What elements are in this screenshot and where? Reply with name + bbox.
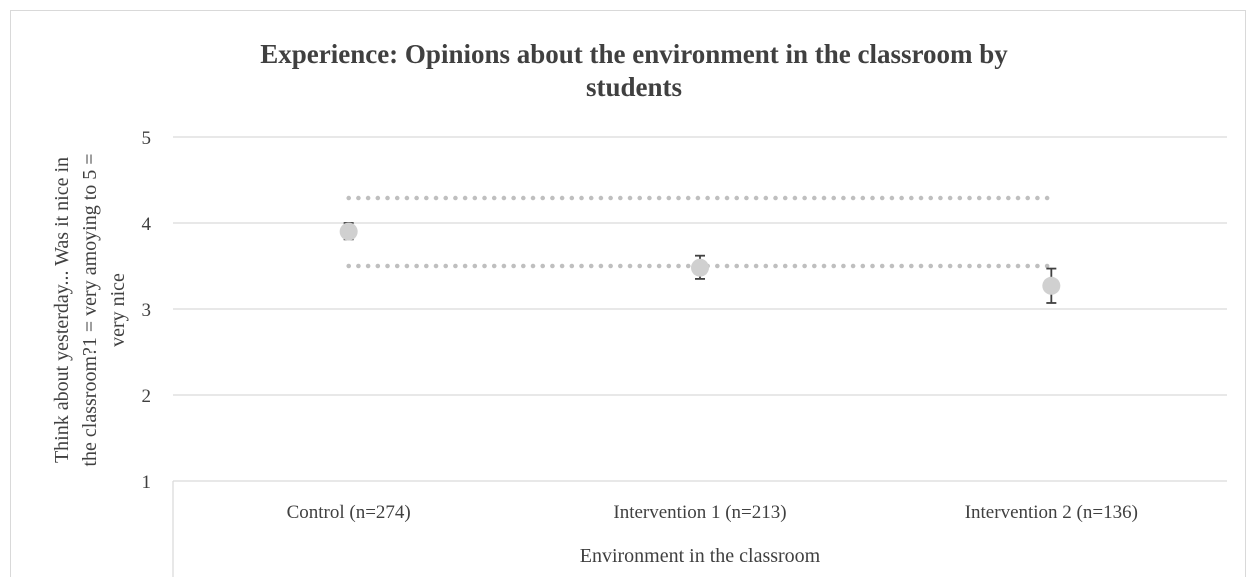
data-point-3 [1042,276,1061,295]
data-point-2 [691,258,709,277]
chart-title-line-2: students [586,72,682,102]
y-tick-label-1: 1 [142,472,152,493]
data-marks [339,222,1061,304]
y-tick-label-3: 3 [142,300,152,321]
x-tick-label-3: Intervention 2 (n=136) [965,502,1138,523]
y-tick-label-2: 2 [142,386,152,407]
y-tick-label-4: 4 [142,214,152,235]
chart-frame [10,10,1246,577]
x-axis-label: Environment in the classroom [580,545,821,567]
x-tick-labels: Control (n=274) Intervention 1 (n=213) Int… [287,502,1138,523]
y-tick-label-5: 5 [142,128,152,149]
y-axis-label-line-1: Think about yesterday... Was it nice in [51,157,73,463]
chart-title-line-1: Experience: Opinions about the environme… [260,39,1008,69]
x-tick-label-1: Control (n=274) [287,502,411,523]
y-axis-label-line-3: very nice [107,273,129,347]
y-axis-label-line-2: the classroom?1 = very amoying to 5 = [79,153,101,466]
y-tick-labels: 1 2 3 4 5 [142,128,152,493]
data-point-1 [339,222,358,241]
x-tick-label-2: Intervention 1 (n=213) [613,502,786,523]
